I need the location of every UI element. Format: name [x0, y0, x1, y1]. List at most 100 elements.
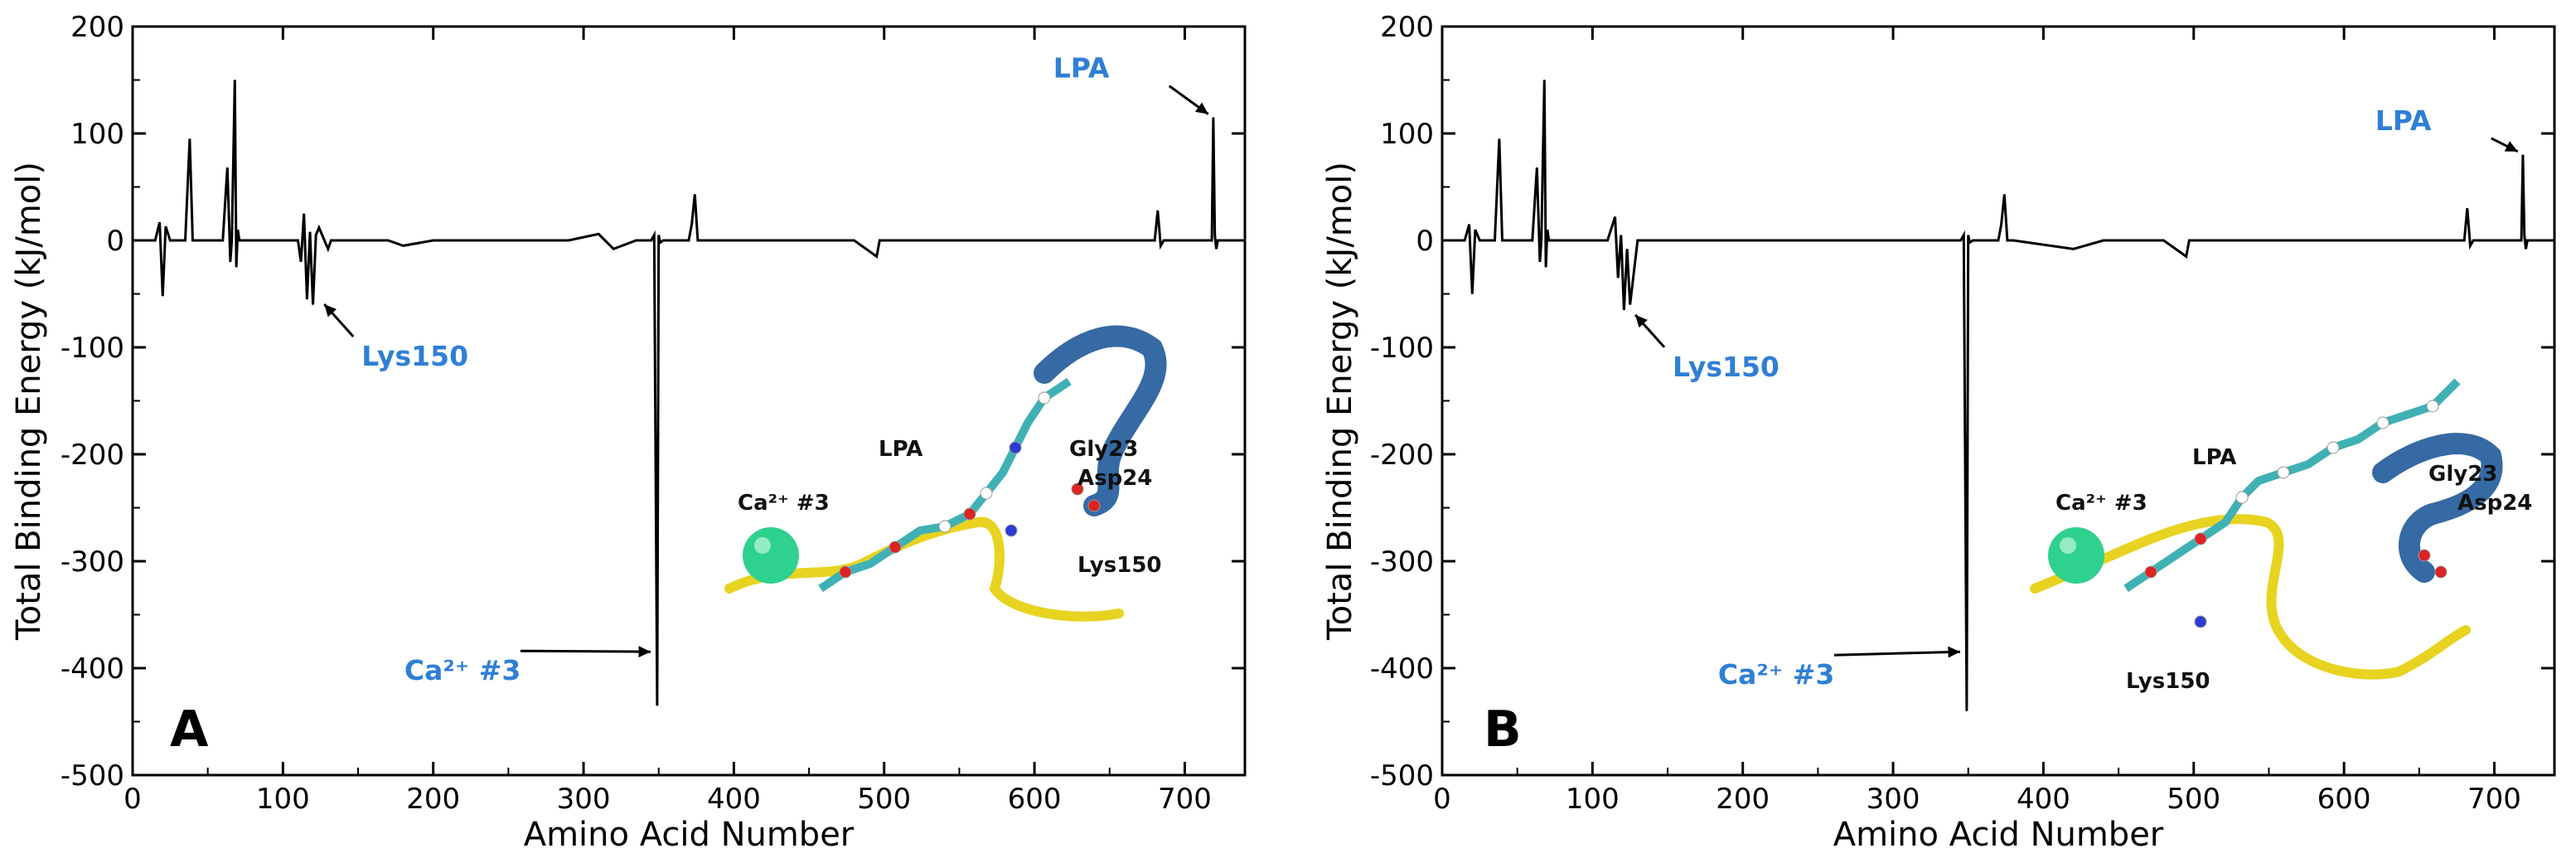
annotation-arrowhead [324, 303, 337, 318]
y-tick-label: -400 [1370, 652, 1434, 686]
annotation-arrowhead [638, 646, 651, 658]
atom [938, 520, 951, 533]
annotation-arrow [1833, 650, 1960, 657]
data-point [303, 213, 305, 215]
y-tick-label: -100 [1370, 332, 1434, 365]
calcium-highlight [754, 537, 771, 554]
molecule-inset: LPA Gly23 Asp24 Ca²⁺ #3 Lys150 [724, 325, 1167, 622]
y-tick-label: 0 [106, 225, 124, 258]
data-point [312, 303, 314, 305]
atom [2418, 549, 2431, 562]
annotation-label: LPA [2375, 104, 2432, 137]
y-tick-label: 200 [70, 11, 124, 44]
x-tick-label: 300 [1867, 783, 1920, 816]
annotation-arrowhead [2504, 141, 2518, 152]
x-tick-label: 0 [123, 783, 142, 816]
y-tick-label: 0 [1416, 225, 1434, 258]
annotation-arrowhead [1194, 102, 1208, 114]
series-line [1442, 80, 2547, 711]
x-tick-label: 200 [406, 783, 460, 816]
atom [2277, 466, 2290, 479]
atom [2144, 565, 2157, 579]
x-tick-label: 600 [1008, 783, 1062, 816]
series-line [133, 80, 1237, 706]
x-tick-label: 300 [557, 783, 611, 816]
data-point [1623, 309, 1625, 311]
y-tick-label: -300 [1370, 545, 1434, 579]
yellow-ribbon [724, 516, 1124, 622]
inset-label-asp24: Asp24 [2457, 491, 2532, 516]
x-tick-label: 100 [1566, 783, 1620, 816]
atom [2426, 400, 2439, 413]
atom [2194, 615, 2207, 628]
atom [980, 487, 993, 500]
annotation-label: Ca²⁺ #3 [404, 654, 521, 686]
atom [1009, 441, 1022, 454]
panel-a: 0 100 200 300 400 500 600 700 -500 -400 -300 -200 -1… [10, 11, 1247, 854]
y-tick-label: -500 [1370, 759, 1434, 793]
y-tick-label: 100 [1380, 118, 1434, 151]
inset-label-lys150: Lys150 [1077, 553, 1162, 578]
inset-label-lpa: LPA [2192, 445, 2236, 470]
atom [2434, 565, 2448, 579]
x-tick-label: 400 [707, 783, 761, 816]
x-tick-label: 700 [1158, 783, 1212, 816]
y-tick-label: -300 [61, 545, 124, 579]
inset-label-gly23: Gly23 [2428, 462, 2497, 487]
annotation-label: Ca²⁺ #3 [1718, 658, 1834, 691]
data-point [189, 138, 191, 139]
annotation-label: Lys150 [361, 340, 468, 372]
inset-label-lpa: LPA [879, 437, 922, 462]
data-point [162, 295, 163, 297]
molecule-inset: LPA Gly23 Asp24 Ca²⁺ #3 Lys150 [2030, 378, 2532, 694]
x-tick-label: 700 [2467, 783, 2521, 816]
inset-label-lys150: Lys150 [2126, 669, 2210, 694]
atom [2235, 491, 2249, 504]
x-tick-label: 400 [2017, 783, 2070, 816]
data-point [656, 705, 658, 706]
blue-ribbon [2372, 433, 2503, 583]
data-point [2003, 194, 2005, 196]
y-tick-label: 200 [1380, 11, 1434, 44]
x-tick-label: 0 [1433, 783, 1451, 816]
calcium-sphere [743, 527, 799, 584]
plot-frame [1441, 25, 2556, 777]
annotation-arrow [520, 649, 651, 653]
y-tick-label: -400 [61, 652, 124, 686]
plot-frame [131, 25, 1247, 777]
atom [2194, 532, 2207, 545]
data-point [226, 167, 228, 168]
data-point [1539, 261, 1541, 263]
inset-label-gly23: Gly23 [1069, 437, 1138, 462]
inset-label-asp24: Asp24 [1077, 466, 1152, 491]
data-point [2522, 154, 2524, 156]
data-point [1966, 710, 1968, 712]
atom [1038, 391, 1051, 405]
data-point [1617, 277, 1619, 279]
inset-label-ca: Ca²⁺ #3 [2055, 491, 2147, 516]
panel-b: 0 100 200 300 400 500 600 700 -500 -400 -300 -200 -1… [1321, 11, 2556, 854]
y-tick-label: -200 [1370, 439, 1434, 472]
x-tick-label: 200 [1716, 783, 1770, 816]
x-tick-label: 500 [2167, 783, 2220, 816]
calcium-highlight [2060, 537, 2076, 554]
atom [889, 540, 902, 554]
data-point [1629, 303, 1631, 305]
annotation-label: LPA [1053, 52, 1110, 85]
data-point [1157, 210, 1159, 211]
atom [1005, 524, 1018, 537]
annotation-arrowhead [1635, 314, 1648, 328]
x-tick-label: 600 [2317, 783, 2371, 816]
atom [963, 507, 976, 521]
panel-letter: A [170, 700, 209, 759]
annotation-arrowhead [1948, 646, 1960, 658]
x-tick-label: 500 [857, 783, 911, 816]
y-axis-label: Total Binding Energy (kJ/mol) [1321, 162, 1359, 641]
data-point [300, 261, 302, 263]
data-point [1545, 266, 1547, 268]
y-tick-label: -200 [61, 439, 124, 472]
inset-label-ca: Ca²⁺ #3 [738, 491, 830, 516]
annotation-label: Lys150 [1673, 351, 1779, 383]
blue-ribbon [1034, 325, 1167, 516]
